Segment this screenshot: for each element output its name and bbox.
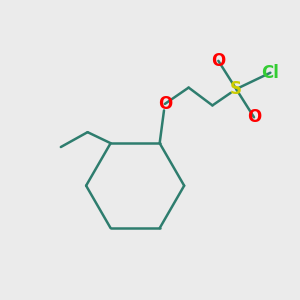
Text: O: O (158, 95, 172, 113)
Text: Cl: Cl (261, 64, 279, 82)
Text: S: S (230, 80, 242, 98)
Text: O: O (211, 52, 226, 70)
Text: O: O (247, 108, 261, 126)
